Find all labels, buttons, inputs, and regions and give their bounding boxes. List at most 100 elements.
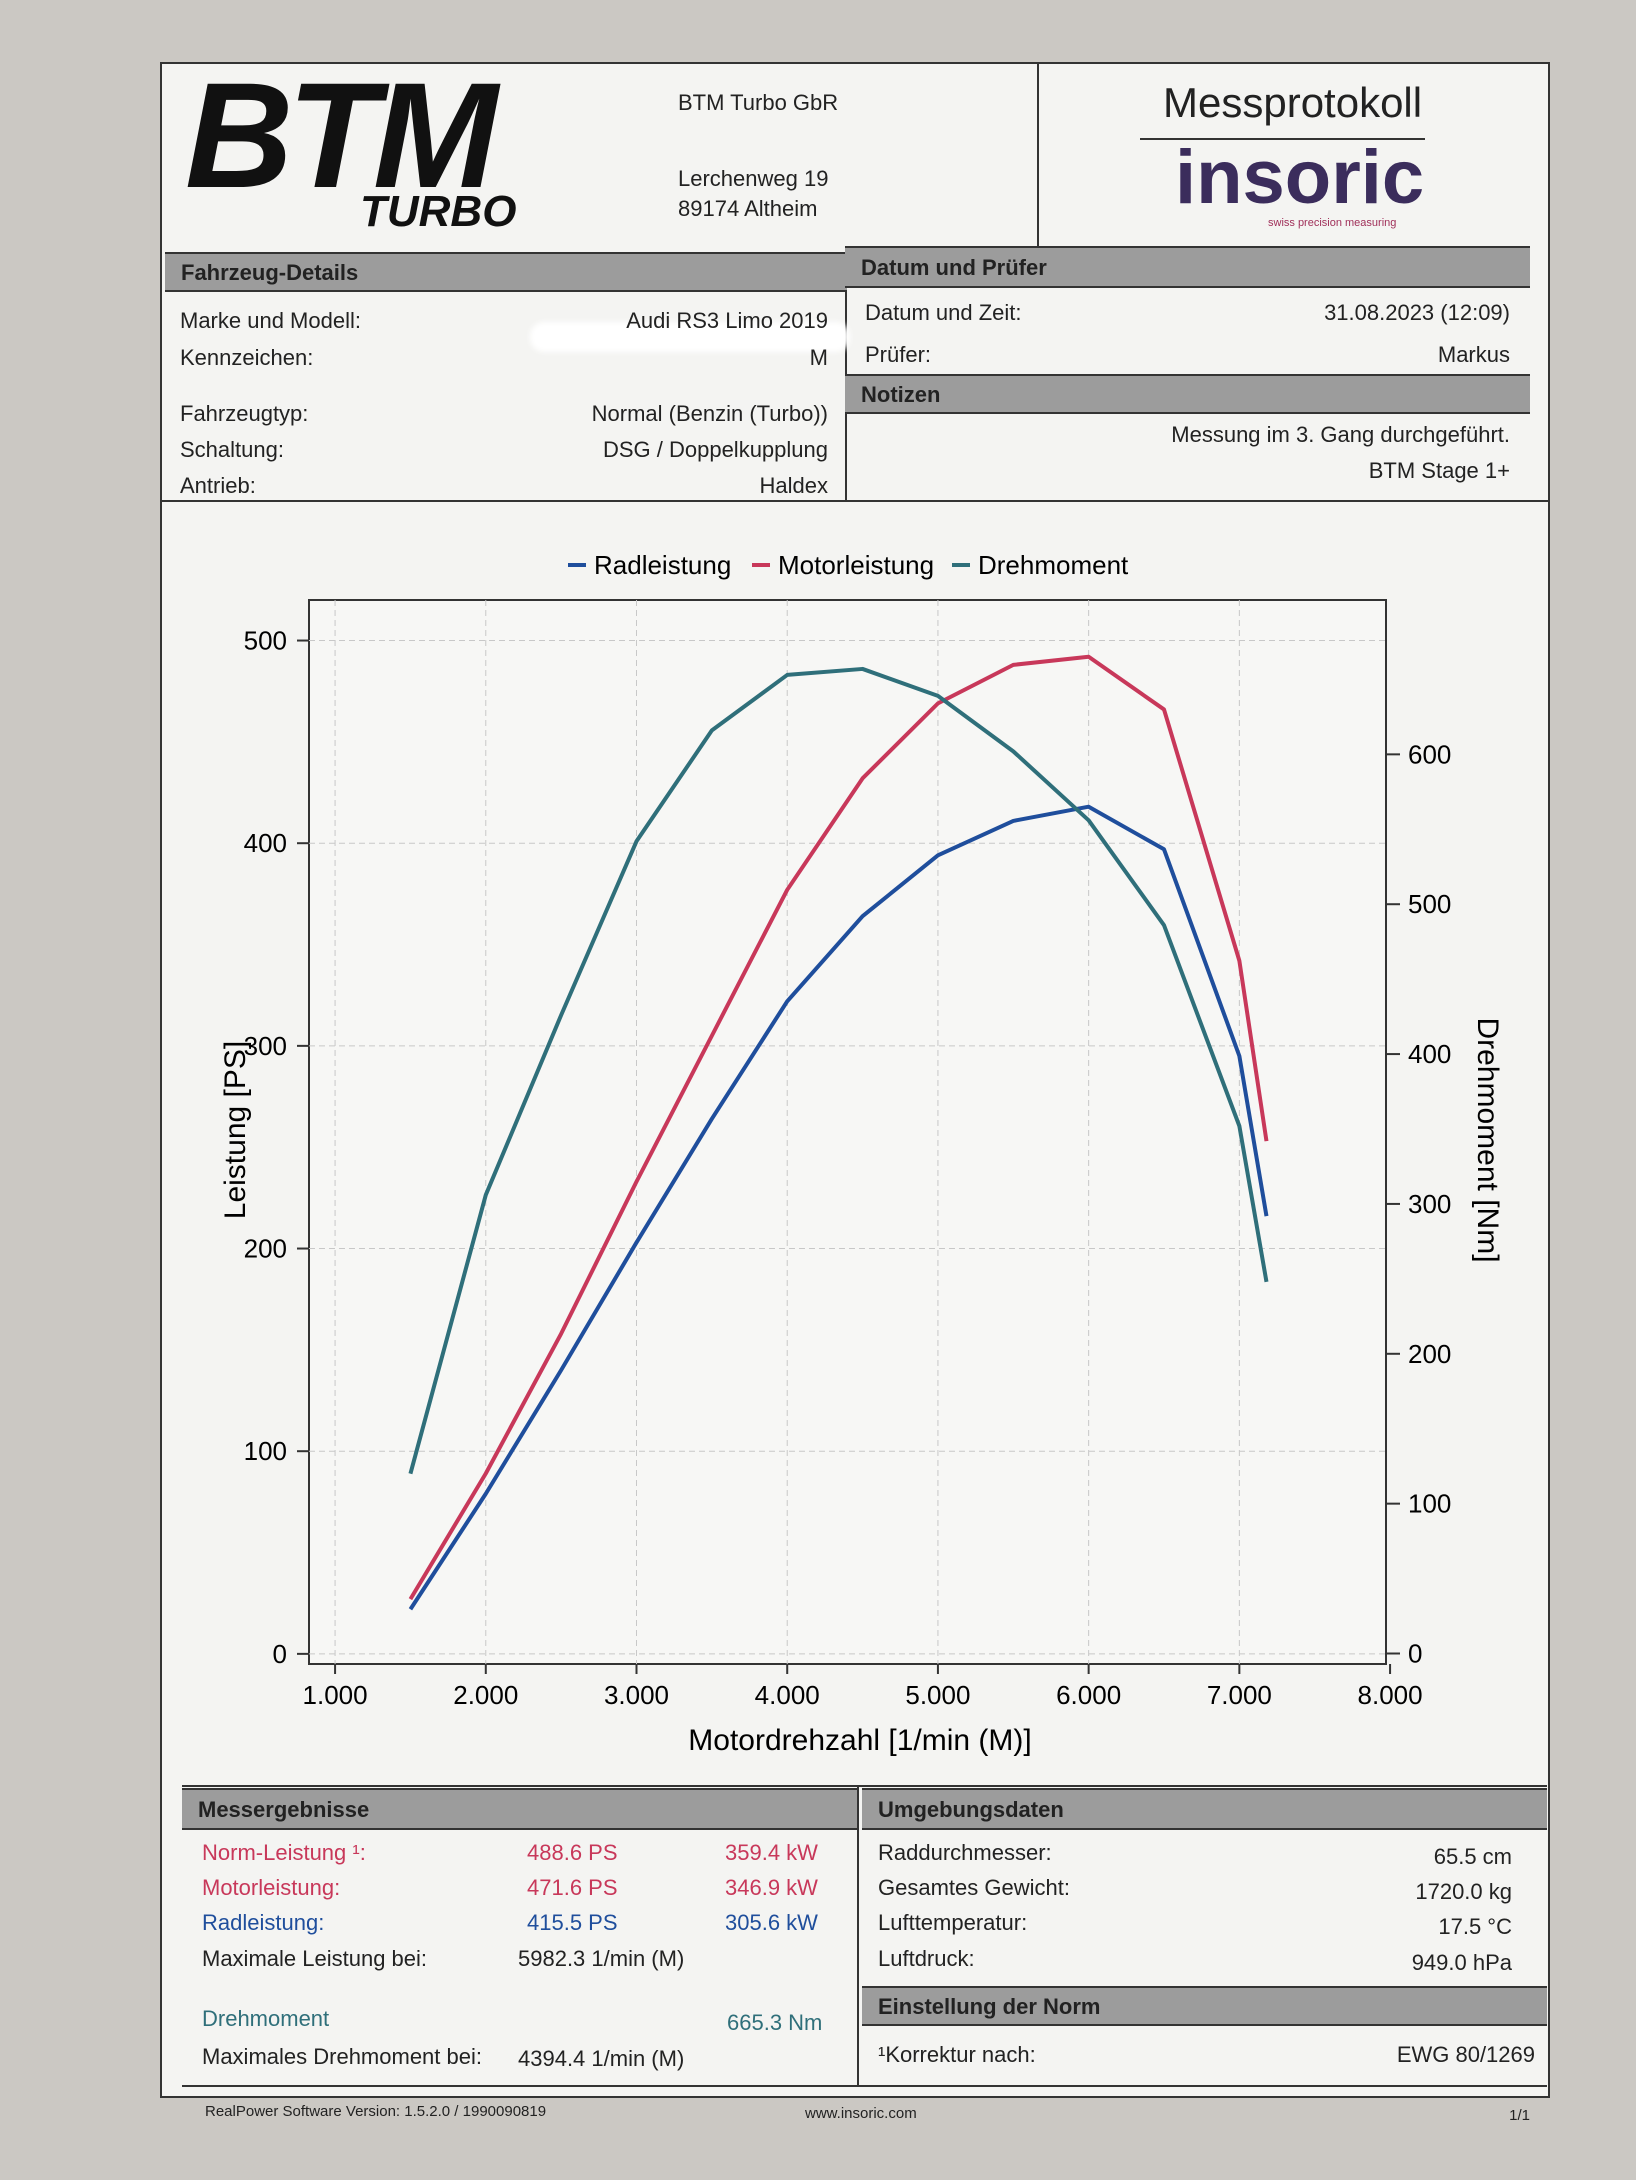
inspection-title: Datum und Prüfer [861,255,1047,280]
vehicle-value: DSG / Doppelkupplung [602,437,828,462]
result-label: Drehmoment [202,2006,330,2031]
x-tick-label: 7.000 [1207,1680,1272,1710]
vehicle-label: Marke und Modell: [180,308,361,333]
env-value: 1720.0 kg [1415,1879,1512,1904]
notes-title: Notizen [861,382,941,407]
x-tick-label: 1.000 [303,1680,368,1710]
page-number: 1/1 [1509,2107,1530,2124]
legend-label: Radleistung [594,550,731,580]
vehicle-value: Haldex [759,473,828,498]
y-tick-label: 0 [273,1639,287,1669]
inspection-value: Markus [1437,342,1510,367]
plot-area [308,599,1387,1665]
notes-bar: Notizen [845,374,1530,414]
inspection-bar: Datum und Prüfer [845,246,1530,288]
results-bar: Messergebnisse [182,1788,857,1830]
doc-title: Messprotokoll [1163,79,1423,126]
vehicle-label: Antrieb: [180,473,256,498]
note: Messung im 3. Gang durchgeführt. [1171,422,1510,447]
x-tick-label: 6.000 [1056,1680,1121,1710]
result-kw: 305.6 kW [725,1910,818,1935]
y2-tick-label: 100 [1408,1489,1451,1519]
y2-tick-label: 300 [1408,1189,1451,1219]
result-ps: 415.5 PS [527,1910,618,1935]
result-value: 4394.4 1/min (M) [518,2046,685,2071]
brand-tagline: swiss precision measuring [1268,217,1397,229]
norm-value: EWG 80/1269 [1396,2042,1535,2067]
y2-tick-label: 0 [1408,1639,1422,1669]
env-label: Luftdruck: [878,1946,975,1971]
url: www.insoric.com [805,2105,917,2122]
vehicle-bar: Fahrzeug-Details [165,252,847,292]
vehicle-value: Audi RS3 Limo 2019 [626,308,828,333]
result-label: Norm-Leistung ¹: [202,1840,366,1865]
y2-tick-label: 200 [1408,1339,1451,1369]
software: RealPower Software Version: 1.5.2.0 / 19… [205,2103,547,2120]
vehicle-label: Fahrzeugtyp: [180,401,309,426]
vehicle-label: Kennzeichen: [180,345,314,370]
legend-label: Motorleistung [778,550,934,580]
brand: insoric [1175,135,1425,220]
divider [182,2085,1547,2087]
y-tick-label: 500 [244,626,287,656]
street: Lerchenweg 19 [678,166,829,191]
result-label: Maximales Drehmoment bei: [202,2044,482,2069]
divider [1037,62,1039,252]
y-tick-label: 300 [244,1031,287,1061]
y-tick-label: 400 [244,828,287,858]
vehicle-label: Schaltung: [180,437,284,462]
env-value: 949.0 hPa [1411,1950,1512,1975]
env-value: 65.5 cm [1433,1844,1512,1869]
series-line [408,666,1269,1475]
company: BTM Turbo GbR [678,90,839,115]
x-tick-label: 3.000 [604,1680,669,1710]
y2-tick-label: 400 [1408,1039,1451,1069]
y-tick-label: 100 [244,1436,287,1466]
redaction [530,322,850,352]
norm-label: ¹Korrektur nach: [878,2042,1036,2067]
result-label: Radleistung: [202,1910,325,1935]
norm-title: Einstellung der Norm [878,1994,1101,2019]
result-kw: 359.4 kW [725,1840,818,1865]
result-label: Maximale Leistung bei: [202,1946,428,1971]
env-value: 17.5 °C [1438,1914,1512,1939]
series-line [408,804,1269,1611]
x-tick-label: 8.000 [1358,1680,1423,1710]
vehicle-value: M [809,345,828,370]
legend-label: Drehmoment [978,550,1129,580]
vehicle-title: Fahrzeug-Details [181,260,359,285]
x-axis-label: Motordrehzahl [1/min (M)] [688,1724,1031,1757]
inspection-value: 31.08.2023 (12:09) [1324,300,1510,325]
title-rule [1140,138,1425,140]
environment-bar: Umgebungsdaten [862,1788,1547,1830]
note: BTM Stage 1+ [1368,458,1510,483]
x-tick-label: 4.000 [755,1680,820,1710]
divider [857,1785,859,2085]
result-ps: 488.6 PS [527,1840,618,1865]
environment-title: Umgebungsdaten [878,1797,1064,1822]
city: 89174 Altheim [678,196,818,221]
env-label: Raddurchmesser: [878,1840,1052,1865]
result-label: Motorleistung: [202,1875,341,1900]
divider [182,1785,1547,1787]
y2-tick-label: 600 [1408,739,1451,769]
norm-bar: Einstellung der Norm [862,1986,1547,2026]
env-label: Gesamtes Gewicht: [878,1875,1070,1900]
env-label: Lufttemperatur: [878,1910,1028,1935]
x-tick-label: 2.000 [453,1680,518,1710]
y-tick-label: 200 [244,1234,287,1264]
series-line [408,654,1269,1601]
vehicle-value: Normal (Benzin (Turbo)) [591,401,828,426]
inspection-label: Prüfer: [865,342,932,367]
result-ps: 471.6 PS [527,1875,618,1900]
x-tick-label: 5.000 [905,1680,970,1710]
logo-sub: TURBO [360,187,517,236]
divider [160,500,1550,502]
results-title: Messergebnisse [198,1797,370,1822]
logo-main: BTM [185,51,498,219]
result-value: 665.3 Nm [727,2010,823,2035]
y2-tick-label: 500 [1408,889,1451,919]
y-axis-label: Leistung [PS] [219,1041,252,1219]
